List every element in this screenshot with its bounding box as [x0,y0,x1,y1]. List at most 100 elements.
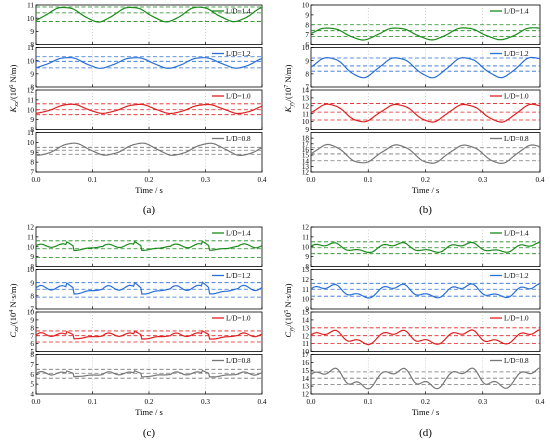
subplot-2-2: 7 8 9 10 L/D=1.2 [302,44,541,92]
y-tick-label: 7 [305,31,309,39]
y-tick-label: 11 [302,340,309,348]
panel-caption: (a) [143,204,156,216]
y-tick-label: 9 [305,253,309,261]
y-tick-label: 11 [27,129,34,137]
legend-label: L/D=1.2 [226,272,251,280]
y-axis-label: Kxx/(106 N/m) [8,64,20,113]
chart-panel-3: 89101112L/D=1.478910L/D=1.25678910L/D=1.… [8,224,267,439]
series-line [310,367,541,390]
y-tick-label: 12 [302,332,310,340]
y-tick-label: 4 [30,391,34,399]
x-tick-label: 0.4 [536,398,545,406]
y-tick-label: 11 [27,96,34,104]
y-tick-label: 16 [302,146,310,154]
series-line [310,241,541,254]
y-tick-label: 5 [30,348,34,356]
legend-label: L/D=1.0 [226,93,251,101]
y-tick-label: 10 [27,266,35,274]
x-tick-label: 0.3 [478,398,487,406]
subplot-1-1: 8 9 10 11 L/D=1.4 [27,2,263,49]
y-tick-label: 12 [27,224,35,232]
legend-label: L/D=1.2 [504,50,529,58]
y-tick-label: 8 [30,292,34,300]
x-tick-label: 0.4 [258,398,267,406]
y-tick-label: 12 [27,87,35,95]
panel-caption: (b) [419,204,432,216]
legend-label: L/D=0.8 [504,357,529,365]
y-tick-label: 9 [30,279,34,287]
y-tick-label: 11 [302,233,309,241]
y-tick-label: 11 [27,44,34,52]
y-tick-label: 15 [302,367,310,375]
y-tick-label: 12 [302,224,310,232]
subplot-3-4: 4 5 6 7 8 L/D=0.8 [30,351,263,399]
x-tick-label: 0.3 [201,176,210,184]
y-tick-label: 8 [30,263,34,271]
series-line [310,103,541,123]
legend-label: L/D=0.8 [226,135,251,143]
y-tick-label: 9 [305,306,309,314]
x-tick-label: 0.4 [536,176,545,184]
y-tick-label: 9 [305,11,309,19]
y-tick-label: 13 [302,95,310,103]
x-tick-label: 0.3 [201,398,210,406]
y-tick-label: 10 [27,139,35,147]
y-tick-label: 9 [305,126,309,134]
x-axis-label: Time / s [412,185,440,195]
y-tick-label: 7 [305,84,309,92]
y-tick-label: 15 [302,309,310,317]
x-tick-label: 0.0 [32,398,41,406]
y-tick-label: 17 [302,140,310,148]
x-axis-label: Time / s [135,407,163,417]
x-tick-label: 0.0 [32,176,41,184]
legend-label: L/D=1.4 [504,8,529,16]
panel-caption: (d) [419,427,432,439]
series-line [35,281,263,295]
y-tick-label: 7 [30,306,34,314]
series-line [35,6,263,23]
y-tick-label: 6 [30,371,34,379]
panel-caption: (c) [143,427,156,439]
y-axis-label: Cyy/(105 N·s/m) [283,283,295,337]
x-tick-label: 0.2 [421,398,430,406]
x-tick-label: 0.1 [364,398,373,406]
y-axis-label: Cxx/(104 N·s/m) [8,283,20,337]
subplot-1-4: 7 8 9 10 11 L/D=0.8 [27,129,263,177]
y-tick-label: 7 [30,169,34,177]
y-tick-label: 15 [302,152,310,160]
y-tick-label: 14 [302,317,310,325]
series-line [35,56,263,69]
y-tick-label: 13 [302,163,310,171]
subplot-4-2: 9 10 11 12 13 L/D=1.2 [302,266,541,314]
y-tick-label: 14 [302,375,310,383]
y-tick-label: 10 [27,243,35,251]
y-tick-label: 12 [302,102,310,110]
x-tick-label: 0.0 [307,176,316,184]
y-tick-label: 10 [27,15,35,23]
y-tick-label: 8 [30,126,34,134]
legend-label: L/D=1.0 [504,93,529,101]
y-tick-label: 11 [27,2,34,10]
y-tick-label: 10 [302,118,310,126]
y-tick-label: 11 [27,233,34,241]
series-line [35,103,263,115]
y-tick-label: 12 [302,276,310,284]
y-tick-label: 7 [30,361,34,369]
chart-panel-4: 89101112L/D=1.4910111213L/D=1.2101112131… [283,224,545,439]
y-tick-label: 9 [30,28,34,36]
x-axis-label: Time / s [412,407,440,417]
x-tick-label: 0.2 [145,176,154,184]
series-line [310,283,541,299]
legend-label: L/D=1.4 [226,8,251,16]
y-tick-label: 10 [302,296,310,304]
subplot-1-2: 8 9 10 11 L/D=1.2 [27,44,263,92]
y-tick-label: 12 [302,391,310,399]
y-axis-label: Kyy/(107 N/m) [283,64,295,113]
y-tick-label: 10 [302,44,310,52]
legend-label: L/D=1.0 [226,315,251,323]
